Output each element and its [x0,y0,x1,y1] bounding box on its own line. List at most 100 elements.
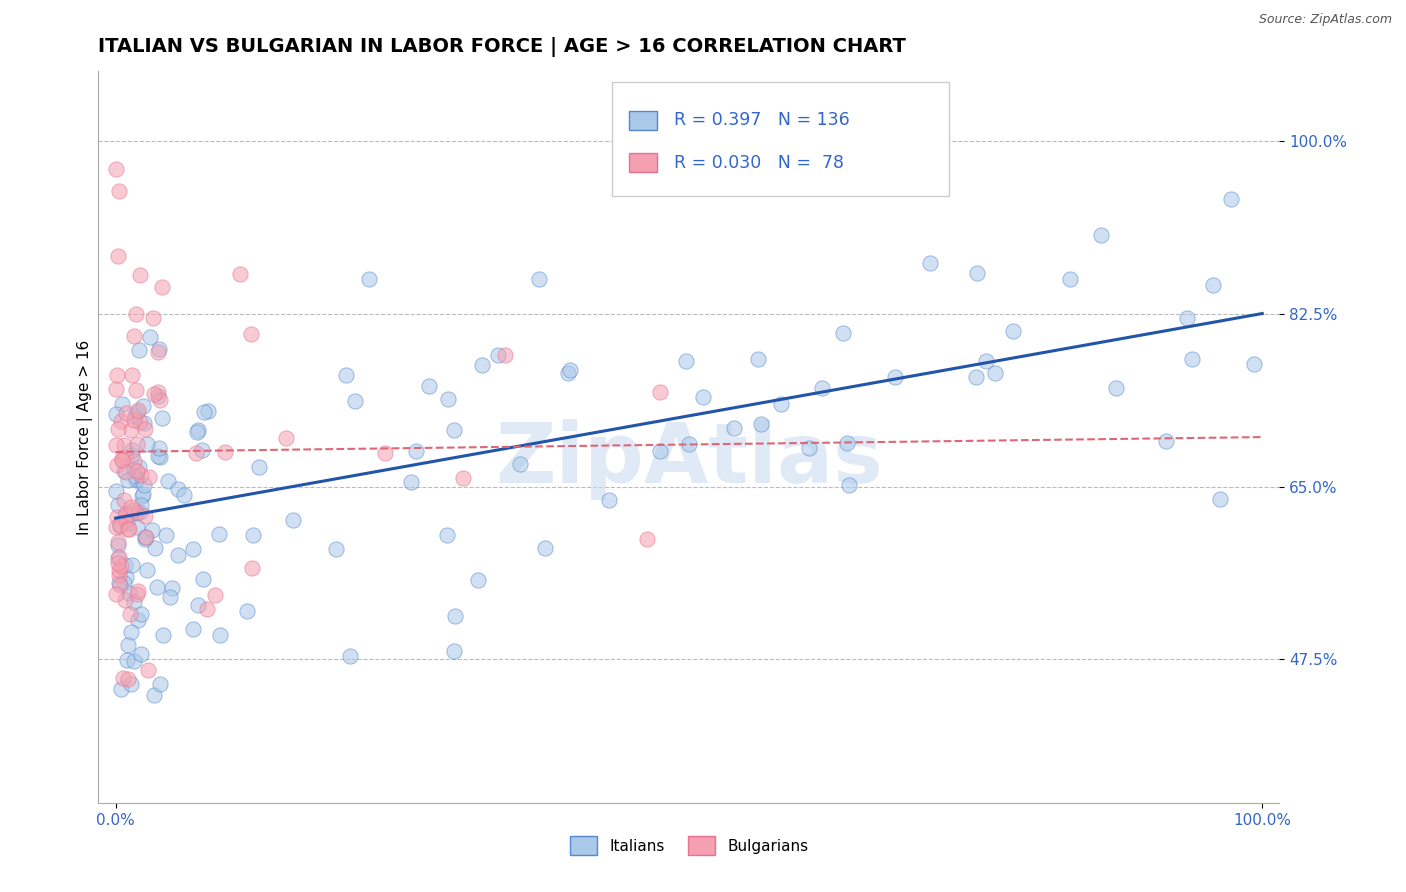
Point [104,382,127,396]
Point [486,348,509,362]
Point [197,404,219,418]
Point [107,534,129,549]
Text: R = 0.397   N = 136: R = 0.397 N = 136 [673,112,849,129]
Point [115,570,138,584]
Point [339,648,361,663]
Point [150,410,173,425]
Point [110,518,132,533]
Point [148,343,170,357]
Point [146,389,169,403]
Point [974,354,997,368]
Point [117,516,139,531]
Point [155,528,177,542]
Point [146,449,169,463]
Point [533,541,555,556]
FancyBboxPatch shape [628,111,657,130]
Point [104,407,127,421]
Point [160,581,183,595]
FancyBboxPatch shape [612,82,949,195]
Point [107,249,129,263]
Point [135,530,157,544]
Point [1154,434,1177,448]
Point [112,437,135,451]
Point [692,390,714,404]
Point [125,405,148,419]
Point [127,587,149,601]
Point [117,586,139,600]
Point [134,530,156,544]
Point [105,520,128,534]
Point [111,453,134,467]
Point [359,272,381,286]
Point [650,443,672,458]
Point [114,558,136,573]
Text: Source: ZipAtlas.com: Source: ZipAtlas.com [1258,13,1392,27]
Point [132,486,155,500]
Point [240,560,263,574]
Point [143,541,166,555]
Point [104,437,127,451]
Point [120,500,142,515]
Point [770,397,793,411]
Point [636,532,658,546]
Point [107,538,129,552]
Point [107,556,129,570]
Point [115,513,138,527]
Point [149,450,172,464]
Point [443,423,465,437]
Point [117,672,139,686]
Text: R = 0.030   N =  78: R = 0.030 N = 78 [673,153,844,172]
Point [648,384,671,399]
Point [240,327,263,342]
Point [108,578,131,592]
Point [117,638,139,652]
Point [108,550,131,565]
Point [124,409,146,423]
Point [494,348,516,362]
Point [418,379,440,393]
Point [1181,351,1204,366]
Point [208,628,231,642]
Point [529,272,551,286]
Point [115,465,138,479]
Point [127,472,149,486]
Point [276,431,298,445]
Point [127,403,149,417]
Point [129,468,152,483]
Point [883,370,905,384]
Legend: Italians, Bulgarians: Italians, Bulgarians [564,830,814,861]
Point [984,366,1007,380]
Point [127,464,149,478]
Point [598,492,620,507]
Point [136,563,159,577]
Point [187,423,209,437]
Point [558,362,581,376]
Point [436,528,458,542]
Point [405,443,427,458]
Point [811,381,834,395]
Point [186,445,208,459]
Point [107,551,129,566]
Point [127,436,149,450]
Point [110,559,132,574]
Point [129,498,152,512]
Point [111,671,134,685]
Point [120,625,142,640]
Point [142,311,165,326]
Point [120,607,142,621]
Point [747,351,769,366]
Point [127,505,149,519]
Point [128,415,150,429]
Point [105,368,128,383]
Point [122,503,145,517]
Point [208,526,231,541]
Point [128,505,150,519]
Point [136,663,159,677]
Point [117,473,139,487]
Point [918,256,941,270]
Point [105,162,128,177]
Point [142,688,165,702]
Point [112,492,135,507]
Point [187,598,209,612]
Point [1059,271,1081,285]
